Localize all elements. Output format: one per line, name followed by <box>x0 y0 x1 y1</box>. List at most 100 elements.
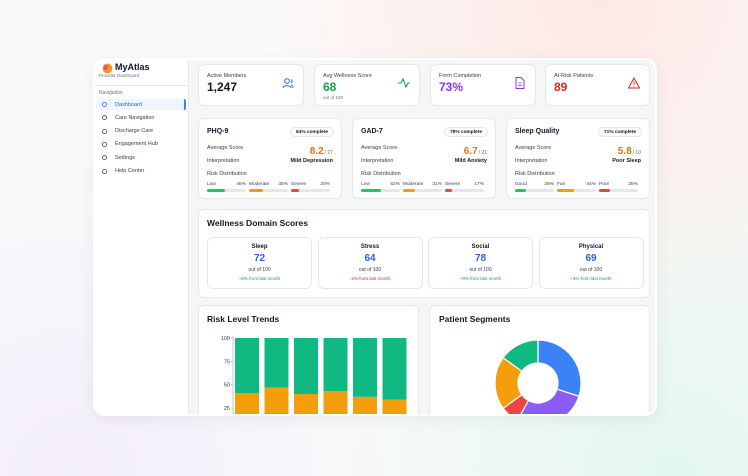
nav-item[interactable]: Settings <box>96 152 184 163</box>
y-tick-label: 50 <box>224 383 230 389</box>
score-label: Average Score <box>207 145 244 151</box>
y-tick-label: 25 <box>224 406 230 412</box>
interpretation: Mild Depression <box>290 158 333 164</box>
avg-score: 8.2 <box>309 146 324 157</box>
bar-segment <box>294 393 318 414</box>
domain-score: 69 <box>585 253 597 264</box>
nav-item[interactable]: Care Navigation <box>96 112 184 123</box>
score-wrap: 5.8/ 10 <box>618 141 641 159</box>
completion-badge: 84% complete <box>290 127 334 137</box>
domain-box: Stress 64 out of 100 -2% from last month <box>317 237 423 289</box>
bar-segment <box>323 391 348 414</box>
risk-track <box>249 189 288 192</box>
nav-icon <box>102 168 107 174</box>
distribution-label: Risk Distribution <box>361 171 401 177</box>
risk-name: Moderate <box>403 182 424 187</box>
app-window: MyAtlas Provider Dashboard Navigation Dashb… <box>93 58 657 416</box>
stat-card: Active Members 1,247 <box>198 64 304 106</box>
bar-segment <box>353 415 377 416</box>
stat-label: Active Members <box>207 73 247 79</box>
assessment-title: PHQ-9 <box>207 128 229 135</box>
assessment-title: GAD-7 <box>361 128 383 135</box>
nav-item[interactable]: Engagement Hub <box>96 139 184 150</box>
risk-track <box>515 189 554 192</box>
risk-percent: 28% <box>628 182 638 187</box>
risk-percent: 52% <box>390 182 400 187</box>
risk-percent: 20% <box>320 182 330 187</box>
assessment-title: Sleep Quality <box>515 128 560 135</box>
score-label: Average Score <box>515 145 552 151</box>
score-wrap: 8.2/ 27 <box>310 141 333 159</box>
risk-name: Low <box>361 182 370 187</box>
domain-change: +8% from last month <box>459 276 502 281</box>
risk-bar <box>515 189 526 192</box>
chart-title: Patient Segments <box>439 314 511 324</box>
domain-name: Physical <box>578 244 604 250</box>
sidebar: MyAtlas Provider Dashboard Navigation Dashb… <box>95 60 189 414</box>
interpretation-label: Interpretation <box>207 158 240 164</box>
panel-title: Wellness Domain Scores <box>207 218 308 228</box>
stat-card: Form Completion 73% <box>430 64 536 106</box>
y-tick-label: 100 <box>221 336 230 342</box>
risk-track <box>291 189 330 192</box>
nav-item[interactable]: Help Center <box>96 166 184 177</box>
nav-section: Navigation <box>99 90 123 96</box>
interpretation: Poor Sleep <box>612 158 641 164</box>
stat-value: 89 <box>554 80 568 94</box>
stat-value: 1,247 <box>207 80 238 94</box>
donut-segment <box>537 339 582 398</box>
stat-icon <box>628 77 640 89</box>
score-label: Average Score <box>361 145 398 151</box>
risk-bar <box>361 189 382 192</box>
nav-icon <box>102 141 107 147</box>
risk-percent: 46% <box>236 182 246 187</box>
bar-segment <box>382 338 407 400</box>
risk-chart: 25 50 75 100 <box>221 336 407 416</box>
nav-label: Engagement Hub <box>115 141 158 148</box>
score-wrap: 6.7/ 21 <box>464 141 487 159</box>
bar-segment <box>324 415 348 416</box>
stat-card: Avg Wellness Score 68 out of 100 <box>314 64 420 106</box>
completion-badge: 71% complete <box>598 127 642 137</box>
y-tick-label: 75 <box>224 359 230 365</box>
risk-track <box>445 189 484 192</box>
risk-name: Severe <box>291 182 307 187</box>
domain-name: Sleep <box>251 244 268 250</box>
donut-segment <box>502 339 539 373</box>
domain-note: out of 100 <box>358 267 382 273</box>
risk-percent: 35% <box>278 182 288 187</box>
risk-track <box>207 189 246 192</box>
risk-bar <box>249 189 263 192</box>
bar-segment <box>264 387 289 414</box>
bar-segment <box>353 338 377 397</box>
nav-label: Dashboard <box>115 101 142 108</box>
stat-label: Avg Wellness Score <box>323 73 373 79</box>
domain-score: 64 <box>364 253 376 264</box>
stat-value: 73% <box>439 80 464 94</box>
risk-name: Severe <box>445 182 461 187</box>
logo-icon <box>102 63 113 74</box>
risk-trends-panel: Risk Level Trends 25 50 75 100 <box>198 305 419 416</box>
risk-percent: 31% <box>432 182 442 187</box>
interpretation: Mild Anxiety <box>454 158 487 164</box>
risk-bar <box>557 189 575 192</box>
completion-badge: 78% complete <box>444 127 488 137</box>
bar-segment <box>353 396 377 414</box>
avg-score: 6.7 <box>463 146 478 157</box>
nav-item[interactable]: Discharge Care <box>96 126 184 137</box>
domain-box: Physical 69 out of 100 +3% from last month <box>538 237 644 289</box>
bar-segment <box>294 338 318 394</box>
risk-bar <box>403 189 416 192</box>
bar-segment <box>235 393 259 414</box>
risk-percent: 17% <box>474 182 484 187</box>
assessment-card: GAD-7 78% complete Average Score 6.7/ 21 Int… <box>352 118 496 199</box>
risk-name: Fair <box>557 182 566 187</box>
risk-track <box>599 189 638 192</box>
score-max: / 27 <box>324 150 333 156</box>
brand-subtitle: Provider Dashboard <box>99 73 140 78</box>
risk-bar <box>599 189 610 192</box>
avg-score: 5.8 <box>617 146 632 157</box>
domain-change: -2% from last month <box>349 276 391 281</box>
nav-item[interactable]: Dashboard <box>96 99 186 110</box>
distribution-label: Risk Distribution <box>207 171 247 177</box>
